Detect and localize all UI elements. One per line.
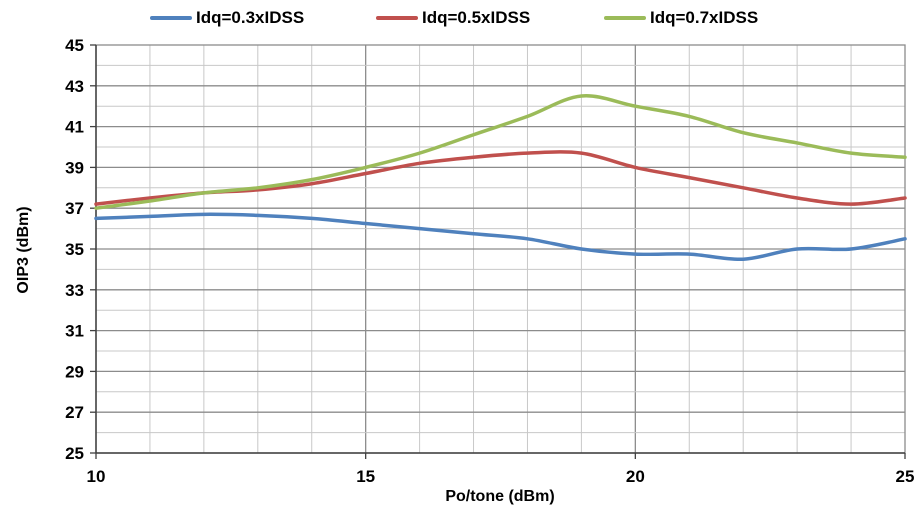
y-tick-label: 29	[65, 362, 84, 381]
y-tick-label: 39	[65, 158, 84, 177]
legend-label-series-3: Idq=0.7xIDSS	[650, 8, 759, 27]
y-tick-label: 43	[65, 77, 84, 96]
grid	[96, 45, 905, 453]
legend-swatch-series-3	[604, 16, 646, 20]
y-tick-label: 37	[65, 199, 84, 218]
legend: Idq=0.3xIDSS Idq=0.5xIDSS Idq=0.7xIDSS	[0, 6, 922, 30]
legend-item-series-2: Idq=0.5xIDSS	[376, 6, 530, 30]
y-tick-label: 45	[65, 36, 84, 55]
legend-label-series-1: Idq=0.3xIDSS	[196, 8, 305, 27]
legend-swatch-series-1	[150, 16, 192, 20]
x-tick-label: 15	[356, 467, 375, 486]
y-tick-label: 25	[65, 444, 84, 463]
tick-labels: 10 15 20 25 25 27 29 31 33 35 37 39 41 43 45	[65, 36, 914, 486]
legend-swatch-series-2	[376, 16, 418, 20]
series-lines	[94, 94, 907, 262]
x-axis-title: Po/tone (dBm)	[445, 488, 554, 505]
y-tick-label: 35	[65, 240, 84, 259]
y-axis-title: OIP3 (dBm)	[15, 206, 32, 293]
y-tick-label: 27	[65, 403, 84, 422]
y-tick-label: 31	[65, 322, 84, 341]
legend-label-series-2: Idq=0.5xIDSS	[422, 8, 531, 27]
x-tick-label: 25	[896, 467, 915, 486]
y-tick-label: 41	[65, 118, 84, 137]
legend-item-series-1: Idq=0.3xIDSS	[150, 6, 304, 30]
axes	[90, 44, 906, 459]
x-tick-label: 20	[626, 467, 645, 486]
x-tick-label: 10	[87, 467, 106, 486]
series-line-1	[94, 212, 907, 262]
series-line-2	[94, 150, 907, 206]
series-line-3	[94, 94, 907, 210]
legend-item-series-3: Idq=0.7xIDSS	[604, 6, 758, 30]
y-tick-label: 33	[65, 281, 84, 300]
